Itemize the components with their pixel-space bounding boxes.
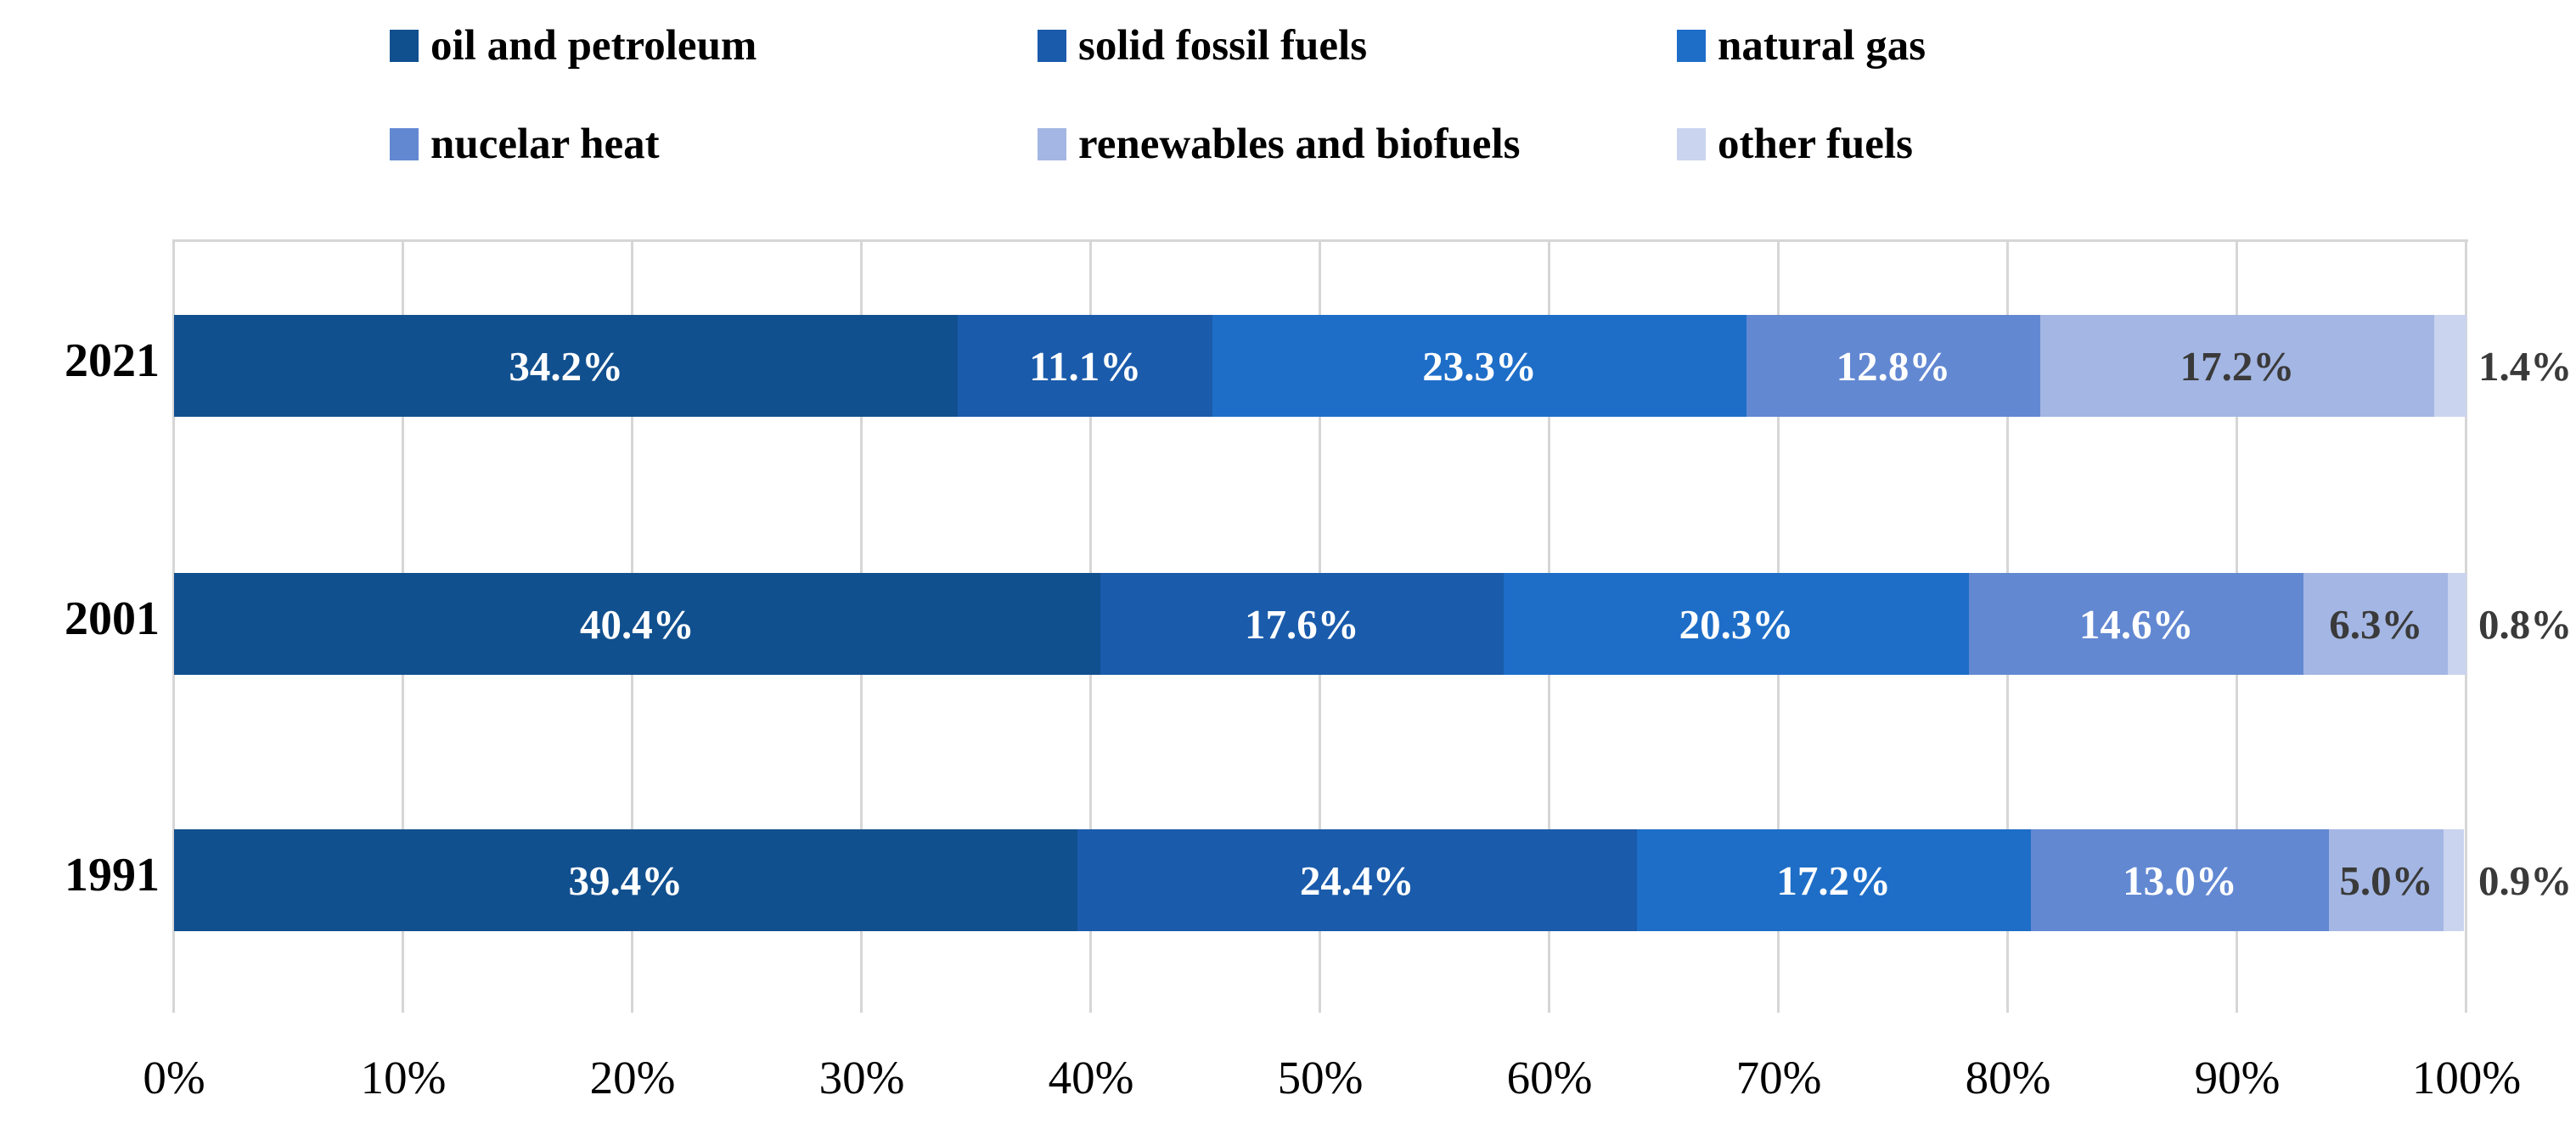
bar-segment (2039, 315, 2435, 417)
year-label: 2021 (65, 334, 160, 387)
x-tick-label: 70% (1735, 1052, 1822, 1103)
legend-label: oil and petroleum (430, 22, 757, 70)
bar-value-label: 34.2% (509, 342, 624, 390)
legend-item: oil and petroleum (390, 20, 756, 71)
bar-segment (1212, 315, 1747, 417)
bar-value-label: 23.3% (1422, 342, 1538, 390)
legend-label: solid fossil fuels (1078, 22, 1368, 70)
legend-label: renewables and biofuels (1078, 121, 1521, 168)
x-tick-label: 20% (589, 1052, 676, 1103)
bar-segment (174, 315, 959, 417)
bar-segment (2031, 829, 2329, 931)
bar-segment (1969, 573, 2304, 675)
legend-label: natural gas (1718, 22, 1926, 70)
bar-value-label: 13.0% (2123, 856, 2237, 904)
bar-value-label: 20.3% (1679, 600, 1794, 648)
bar-segment (1100, 573, 1504, 675)
bar-segment (174, 829, 1077, 931)
legend-swatch-icon (1677, 128, 1706, 160)
legend-swatch-icon (1677, 30, 1706, 62)
bar-value-label: 12.8% (1836, 342, 1951, 390)
bar-value-label: 6.3% (2329, 600, 2423, 648)
grid-line (172, 242, 175, 1013)
x-tick-label: 60% (1506, 1052, 1593, 1103)
bar-segment (2329, 829, 2444, 931)
legend-swatch-icon (390, 30, 419, 62)
bar-value-label: 14.6% (2078, 600, 2194, 648)
bar-segment (2448, 573, 2466, 675)
bar-value-label: 39.4% (568, 856, 683, 904)
bar-segment (2434, 315, 2466, 417)
x-tick-label: 10% (360, 1052, 447, 1103)
bar-value-label: 17.2% (1776, 856, 1892, 904)
chart-legend: oil and petroleum solid fossil fuels natur… (0, 0, 2576, 195)
bar-segment (1077, 829, 1637, 931)
bar-segment (174, 573, 1100, 675)
bar-value-label: 17.2% (2179, 342, 2295, 390)
bar-segment (1746, 315, 2040, 417)
bar-row-1991: 39.4% 24.4% 17.2% 13.0% 5.0% 0.9% (174, 829, 2572, 931)
legend-item: renewables and biofuels (1038, 119, 1520, 170)
bar-value-label: 17.6% (1245, 600, 1359, 648)
bar-segment (1504, 573, 1970, 675)
bar-value-label: 1.4% (2478, 342, 2573, 390)
x-tick-label: 100% (2411, 1052, 2522, 1103)
legend-swatch-icon (1038, 128, 1066, 160)
legend-swatch-icon (1038, 30, 1066, 62)
x-tick-label: 0% (143, 1052, 205, 1103)
legend-label: nucelar heat (430, 121, 660, 168)
x-tick-label: 40% (1048, 1052, 1134, 1103)
bar-value-label: 0.9% (2478, 856, 2573, 904)
x-tick-label: 80% (1965, 1052, 2051, 1103)
bar-value-label: 24.4% (1299, 856, 1415, 904)
year-label: 2001 (65, 592, 160, 645)
legend-item: nucelar heat (390, 119, 660, 170)
bar-value-label: 11.1% (1029, 342, 1142, 390)
x-tick-label: 30% (818, 1052, 905, 1103)
x-tick-label: 50% (1277, 1052, 1364, 1103)
legend-swatch-icon (390, 128, 419, 160)
bar-value-label: 0.8% (2478, 600, 2573, 648)
legend-label: other fuels (1718, 121, 1913, 168)
legend-item: other fuels (1677, 119, 1913, 170)
legend-item: natural gas (1677, 20, 1926, 71)
bar-value-label: 5.0% (2339, 856, 2433, 904)
bar-segment (958, 315, 1213, 417)
legend-item: solid fossil fuels (1038, 20, 1367, 71)
bar-row-2001: 40.4% 17.6% 20.3% 14.6% 6.3% 0.8% (174, 573, 2572, 675)
bar-segment (2303, 573, 2449, 675)
year-label: 1991 (65, 849, 160, 901)
bar-segment (2444, 829, 2465, 931)
bar-value-label: 40.4% (580, 600, 695, 648)
bar-row-2021: 34.2% 11.1% 23.3% 12.8% 17.2% 1.4% (174, 315, 2572, 417)
x-tick-label: 90% (2194, 1052, 2281, 1103)
bar-segment (1636, 829, 2031, 931)
